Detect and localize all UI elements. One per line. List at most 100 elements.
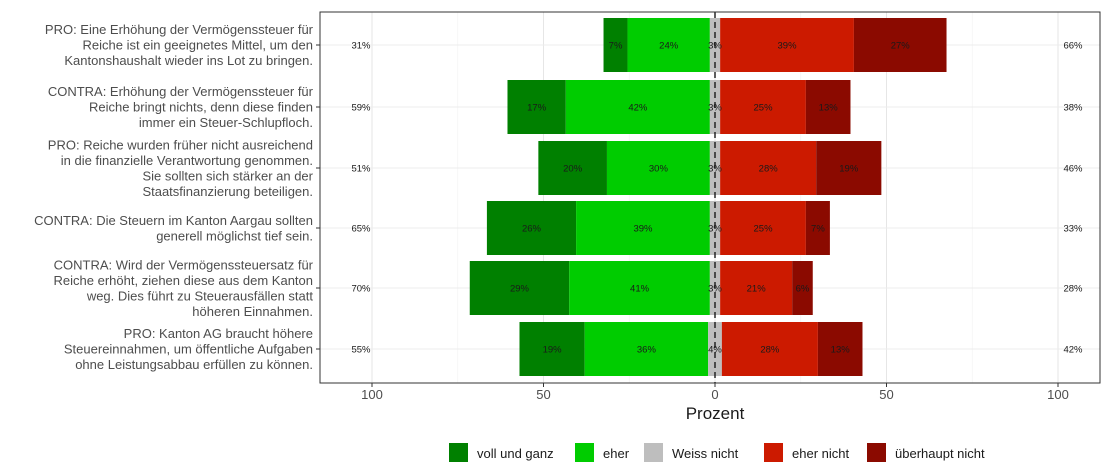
segment-label: 28% bbox=[759, 164, 779, 175]
legend-item: eher nicht bbox=[764, 443, 849, 462]
bar-segment bbox=[805, 80, 851, 134]
x-tick-label: 100 bbox=[1047, 387, 1069, 402]
segment-label: 13% bbox=[831, 345, 851, 356]
bar-segment bbox=[720, 18, 854, 72]
x-tick-label: 50 bbox=[536, 387, 550, 402]
segment-label: 41% bbox=[630, 284, 650, 295]
bar-segment bbox=[584, 322, 709, 376]
left-total-label: 70% bbox=[351, 284, 371, 295]
segment-label: 3% bbox=[708, 41, 722, 52]
segment-label: 3% bbox=[708, 164, 722, 175]
left-total-label: 55% bbox=[351, 345, 371, 356]
segment-label: 20% bbox=[563, 164, 583, 175]
panel-border bbox=[319, 11, 1101, 384]
bar-segment bbox=[853, 18, 947, 72]
legend-swatch bbox=[867, 443, 886, 462]
segment-label: 39% bbox=[633, 224, 653, 235]
statement-label: PRO: Kanton AG braucht höhereSteuereinna… bbox=[64, 326, 313, 372]
bar-segment bbox=[721, 322, 818, 376]
legend-swatch bbox=[764, 443, 783, 462]
statement-label: PRO: Eine Erhöhung der Vermögenssteuer f… bbox=[45, 22, 314, 68]
bar-segment bbox=[720, 80, 806, 134]
statement-line: immer ein Steuer-Schlupfloch. bbox=[139, 115, 313, 130]
statement-line: Sie sollten sich stärker an der bbox=[142, 168, 313, 183]
legend-swatch bbox=[644, 443, 663, 462]
bar-segment bbox=[576, 201, 710, 255]
segment-label: 28% bbox=[760, 345, 780, 356]
right-total-label: 42% bbox=[1063, 345, 1083, 356]
legend-item: voll und ganz bbox=[449, 443, 554, 462]
statement-line: weg. Dies führt zu Steuerausfällen statt bbox=[86, 288, 314, 303]
segment-label: 19% bbox=[839, 164, 859, 175]
segment-label: 24% bbox=[659, 41, 679, 52]
statement-line: PRO: Reiche wurden früher nicht ausreich… bbox=[48, 137, 313, 152]
left-total-label: 51% bbox=[351, 164, 371, 175]
bar-segment bbox=[720, 141, 817, 195]
bar-segment bbox=[507, 80, 566, 134]
segment-label: 7% bbox=[811, 224, 825, 235]
legend-label: voll und ganz bbox=[477, 446, 554, 461]
statement-line: generell möglichst tief sein. bbox=[156, 228, 313, 243]
segment-label: 26% bbox=[522, 224, 542, 235]
bar-segment bbox=[708, 322, 722, 376]
segment-label: 25% bbox=[754, 103, 774, 114]
bar-segment bbox=[627, 18, 710, 72]
x-axis: 100 50 0 50 100 bbox=[361, 383, 1069, 402]
x-axis-title: Prozent bbox=[686, 404, 745, 423]
right-total-label: 46% bbox=[1063, 164, 1083, 175]
statement-line: in die finanzielle Verantwortung genomme… bbox=[61, 153, 313, 168]
statement-line: Reiche bringt nichts, denn diese finden bbox=[89, 100, 313, 115]
segment-label: 19% bbox=[543, 345, 563, 356]
legend-label: überhaupt nicht bbox=[895, 446, 985, 461]
segment-label: 36% bbox=[637, 345, 657, 356]
left-total-label: 65% bbox=[351, 224, 371, 235]
legend-label: eher nicht bbox=[792, 446, 849, 461]
statement-line: Reiche erhöht, ziehen diese aus dem Kant… bbox=[54, 273, 313, 288]
bar-segment bbox=[606, 141, 710, 195]
segment-label: 21% bbox=[747, 284, 767, 295]
bar-segment bbox=[720, 261, 793, 315]
y-axis-statements: PRO: Eine Erhöhung der Vermögenssteuer f… bbox=[34, 22, 320, 372]
legend-item: eher bbox=[575, 443, 630, 462]
segment-label: 27% bbox=[891, 41, 911, 52]
segment-label: 17% bbox=[527, 103, 547, 114]
statement-line: höheren Einnahmen. bbox=[192, 304, 313, 319]
statement-line: PRO: Kanton AG braucht höhere bbox=[124, 326, 313, 341]
segment-label: 3% bbox=[708, 224, 722, 235]
right-total-label: 66% bbox=[1063, 41, 1083, 52]
bar-segment bbox=[486, 201, 577, 255]
segment-label: 3% bbox=[708, 103, 722, 114]
segment-label: 39% bbox=[778, 41, 798, 52]
bar-segment bbox=[816, 141, 882, 195]
segment-label: 6% bbox=[796, 284, 810, 295]
statement-line: ohne Leistungsabbau erfüllen zu können. bbox=[75, 357, 313, 372]
x-tick-label: 0 bbox=[711, 387, 718, 402]
segment-label: 42% bbox=[628, 103, 648, 114]
statement-line: Staatsfinanzierung beteiligen. bbox=[142, 184, 313, 199]
legend-swatch bbox=[575, 443, 594, 462]
legend-item: überhaupt nicht bbox=[867, 443, 985, 462]
statement-label: PRO: Reiche wurden früher nicht ausreich… bbox=[48, 137, 314, 199]
segment-label: 30% bbox=[649, 164, 669, 175]
statement-line: CONTRA: Die Steuern im Kanton Aargau sol… bbox=[34, 213, 313, 228]
statement-label: CONTRA: Wird der Vermögenssteuersatz für… bbox=[54, 257, 314, 319]
bar-segment bbox=[538, 141, 607, 195]
statement-label: CONTRA: Erhöhung der Vermögenssteuer für… bbox=[48, 84, 314, 130]
statement-line: CONTRA: Wird der Vermögenssteuersatz für bbox=[54, 257, 314, 272]
segment-label: 7% bbox=[609, 41, 623, 52]
segment-label: 3% bbox=[708, 284, 722, 295]
statement-line: PRO: Eine Erhöhung der Vermögenssteuer f… bbox=[45, 22, 314, 37]
legend: voll und ganz eher Weiss nicht eher nicht üb… bbox=[449, 443, 985, 462]
segment-label: 4% bbox=[708, 345, 722, 356]
bar-segment bbox=[565, 80, 710, 134]
x-tick-label: 50 bbox=[879, 387, 893, 402]
left-total-label: 59% bbox=[351, 103, 371, 114]
statement-line: Kantonshaushalt wieder ins Lot zu bringe… bbox=[64, 53, 313, 68]
legend-swatch bbox=[449, 443, 468, 462]
bar-segment bbox=[603, 18, 628, 72]
right-total-label: 28% bbox=[1063, 284, 1083, 295]
segment-label: 25% bbox=[754, 224, 774, 235]
bar-segment bbox=[805, 201, 830, 255]
bar-segment bbox=[817, 322, 863, 376]
bar-segment bbox=[792, 261, 813, 315]
